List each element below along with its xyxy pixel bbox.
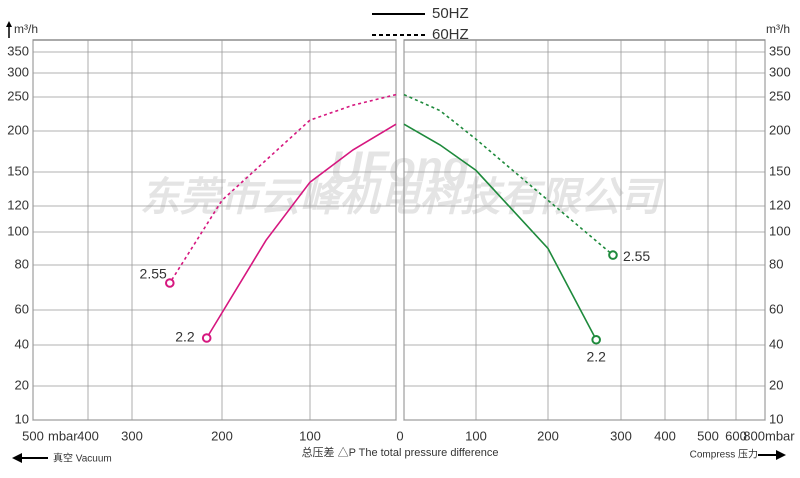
end-label: 2.2 [175, 329, 195, 345]
y-tick-label: 150 [769, 163, 791, 178]
y-tick-label: 10 [769, 411, 783, 426]
legend-label: 50HZ [432, 5, 469, 22]
curve [403, 123, 597, 341]
curve [403, 93, 614, 256]
x-tick-label: 400 [654, 428, 676, 443]
curve [206, 123, 397, 339]
y-tick-label: 10 [15, 411, 29, 426]
y-tick-label: 200 [769, 122, 791, 137]
y-tick-label: 300 [769, 64, 791, 79]
x-tick-label: 300 [610, 428, 632, 443]
x-tick-label: 300 [121, 428, 143, 443]
y-tick-label: 20 [15, 377, 29, 392]
y-tick-label: 100 [769, 223, 791, 238]
x-tick-label: 400 [77, 428, 99, 443]
y-tick-label: 80 [769, 256, 783, 271]
y-tick-label: 250 [769, 88, 791, 103]
x-tick-label: 0 [396, 428, 403, 443]
y-tick-label: 150 [7, 163, 29, 178]
watermark-company: 东莞市云峰机电科技有限公司 [140, 176, 665, 220]
y-tick-label: 40 [769, 336, 783, 351]
direction-arrow-head [12, 453, 22, 463]
y-axis-title: m³/h [766, 22, 790, 36]
y-tick-label: 40 [15, 336, 29, 351]
y-tick-label: 60 [769, 301, 783, 316]
end-label: 2.55 [140, 266, 167, 282]
x-tick-label: 500 [22, 428, 44, 443]
legend-label: 60HZ [432, 26, 469, 43]
x-tick-label: 100 [465, 428, 487, 443]
y-tick-label: 120 [769, 197, 791, 212]
x-unit: mbar [48, 428, 78, 443]
y-axis-arrow-head [6, 21, 12, 27]
y-tick-label: 250 [7, 88, 29, 103]
x-tick-label: 200 [211, 428, 233, 443]
x-axis-title: 总压差 △P The total pressure difference [302, 445, 499, 459]
x-tick-label: 200 [537, 428, 559, 443]
curve [169, 93, 397, 284]
y-tick-label: 100 [7, 223, 29, 238]
end-marker [591, 334, 601, 345]
end-label: 2.2 [586, 348, 606, 364]
x-tick-label: 500 [697, 428, 719, 443]
y-tick-label: 350 [7, 43, 29, 58]
y-tick-label: 200 [7, 122, 29, 137]
end-label: 2.55 [623, 248, 650, 264]
end-marker [608, 250, 618, 260]
y-axis-title: m³/h [14, 22, 38, 36]
y-tick-label: 350 [769, 43, 791, 58]
y-tick-label: 20 [769, 377, 783, 392]
direction-label: 真空 Vacuum [53, 452, 112, 465]
direction-label: Compress 压力 [690, 448, 758, 461]
y-tick-label: 60 [15, 301, 29, 316]
direction-arrow-head [776, 450, 786, 460]
y-tick-label: 300 [7, 64, 29, 79]
x-tick-label: 600 [725, 428, 747, 443]
end-marker [165, 278, 175, 288]
y-tick-label: 80 [15, 256, 29, 271]
y-tick-label: 120 [7, 197, 29, 212]
x-tick-label: 100 [299, 428, 321, 443]
watermark: UFong [330, 143, 469, 192]
x-unit: mbar [765, 428, 795, 443]
end-marker [201, 333, 212, 343]
x-tick-label: 800 [743, 428, 765, 443]
